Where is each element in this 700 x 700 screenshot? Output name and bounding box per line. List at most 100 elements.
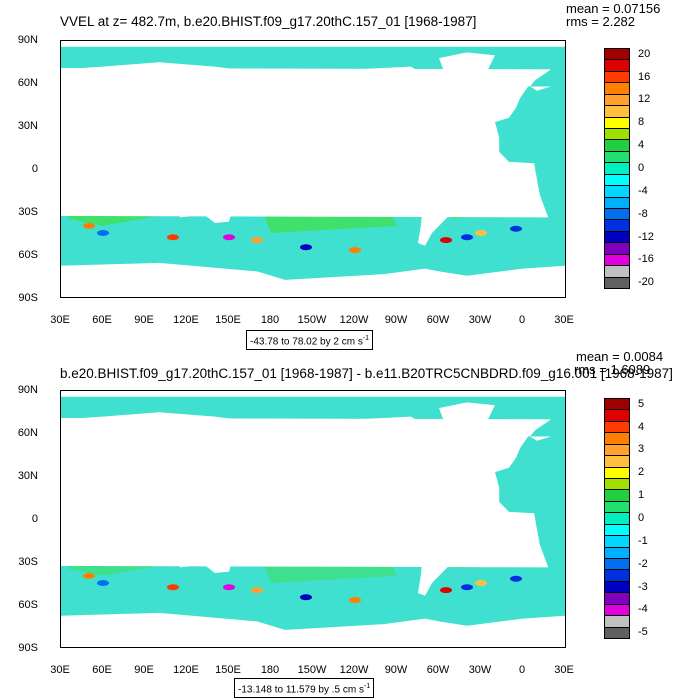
- lon-tick-label: 120E: [173, 664, 199, 676]
- colorbar-label: 3: [638, 443, 645, 456]
- contour-range-label: -13.148 to 11.579 by .5 cm s-1: [234, 678, 375, 699]
- colorbar-label: 20: [638, 47, 651, 60]
- lon-tick-label: 60W: [426, 314, 450, 326]
- field-anomaly: [97, 580, 109, 586]
- mean-stat: mean = 0.07156: [566, 1, 661, 16]
- land-mask: [439, 52, 495, 84]
- land-mask: [287, 66, 446, 158]
- range-unit-exponent: -1: [364, 683, 371, 690]
- land-mask: [408, 153, 474, 246]
- lat-tick-label: 30N: [17, 470, 38, 482]
- colorbar-label: 0: [638, 162, 645, 174]
- field-anomaly: [251, 237, 263, 244]
- colorbar-swatch: [604, 626, 630, 639]
- lon-tick-label: 30E: [50, 664, 70, 676]
- field-anomaly: [223, 234, 235, 241]
- field-anomaly: [300, 594, 312, 601]
- colorbar-label: -4: [638, 184, 648, 197]
- lat-tick-label: 0: [31, 163, 38, 175]
- lon-tick-label: 90W: [384, 664, 408, 676]
- colorbar-label: -12: [638, 230, 654, 243]
- lat-tick-label: 60N: [17, 427, 38, 439]
- colorbar-label: -2: [638, 557, 648, 570]
- lon-tick-label: 180: [260, 314, 280, 326]
- land-mask: [61, 41, 565, 47]
- field-anomaly: [475, 230, 487, 236]
- map-plot: [60, 390, 566, 648]
- field-anomaly: [440, 587, 452, 594]
- lon-tick-label: 60E: [92, 664, 112, 676]
- lon-tick-label: 150E: [215, 664, 241, 676]
- field-anomaly: [300, 244, 312, 251]
- land-mask: [61, 612, 565, 647]
- field-anomaly: [167, 584, 179, 591]
- panel-title: b.e20.BHIST.f09_g17.20thC.157_01 [1968-1…: [60, 366, 673, 381]
- lon-tick-label: 30E: [50, 314, 70, 326]
- land-mask: [61, 69, 551, 218]
- panel-title: VVEL at z= 482.7m, b.e20.BHIST.f09_g17.2…: [60, 14, 477, 29]
- field-anomaly: [349, 597, 361, 604]
- lat-tick-label: 60N: [17, 77, 38, 89]
- lon-tick-label: 30E: [554, 314, 574, 326]
- range-text: -13.148 to 11.579 by .5 cm s: [238, 684, 365, 696]
- lat-tick-label: 90N: [17, 34, 38, 46]
- field-anomaly: [475, 580, 487, 586]
- colorbar-label: -3: [638, 580, 648, 593]
- colorbar-label: -20: [638, 276, 654, 289]
- land-mask: [178, 184, 234, 223]
- colorbar-label: 2: [638, 466, 645, 479]
- lon-tick-label: 120E: [173, 314, 199, 326]
- colorbar-label: 12: [638, 93, 651, 106]
- colorbar-label: 16: [638, 70, 651, 83]
- lon-tick-label: 150W: [297, 314, 327, 326]
- field-anomaly: [440, 237, 452, 244]
- field-anomaly: [510, 225, 522, 232]
- colorbar: 20 16 12 8 4 0 -4 -8 -12 -16 -20: [604, 47, 664, 289]
- field-anomaly: [251, 587, 263, 594]
- land-mask: [61, 391, 565, 397]
- field-anomaly: [97, 230, 109, 236]
- lat-tick-label: 90S: [18, 292, 38, 304]
- colorbar-label: -1: [638, 534, 648, 547]
- lon-tick-label: 30W: [468, 314, 492, 326]
- lon-tick-label: 60E: [92, 314, 112, 326]
- lon-tick-label: 0: [518, 664, 526, 676]
- range-text: -43.78 to 78.02 by 2 cm s: [250, 336, 363, 348]
- colorbar: 5 4 3 2 1 0 -1 -2 -3 -4 -5: [604, 397, 664, 639]
- lon-tick-label: 120W: [339, 314, 369, 326]
- ocean-field-map: [61, 391, 565, 647]
- lon-tick-label: 180: [260, 664, 280, 676]
- colorbar-label: 4: [638, 420, 645, 433]
- lat-tick-label: 30N: [17, 120, 38, 132]
- field-anomaly: [223, 584, 235, 591]
- field-anomaly: [167, 234, 179, 241]
- lat-tick-label: 90S: [18, 642, 38, 654]
- lon-tick-label: 0: [518, 314, 526, 326]
- colorbar-label: 4: [638, 139, 645, 152]
- land-mask: [287, 416, 446, 508]
- colorbar-swatch: [604, 276, 630, 289]
- lat-tick-label: 0: [31, 513, 38, 525]
- field-anomaly: [83, 222, 95, 229]
- lat-tick-label: 60S: [18, 249, 38, 261]
- colorbar-label: -4: [638, 603, 648, 616]
- contour-range-label: -43.78 to 78.02 by 2 cm s-1: [246, 330, 374, 351]
- rms-stat: rms = 1.6089: [574, 362, 651, 377]
- lon-tick-label: 120W: [339, 664, 369, 676]
- mean-stat: mean = 0.0084: [576, 349, 664, 364]
- lon-tick-label: 150E: [215, 314, 241, 326]
- ocean-field-map: [61, 41, 565, 297]
- field-anomaly: [510, 575, 522, 582]
- colorbar-label: -5: [638, 626, 648, 639]
- colorbar-label: 5: [638, 397, 645, 410]
- lat-tick-label: 30S: [18, 206, 38, 218]
- field-anomaly: [461, 234, 473, 241]
- field-anomaly: [461, 584, 473, 591]
- colorbar-label: 1: [638, 489, 645, 502]
- land-mask: [61, 419, 551, 568]
- map-plot: [60, 40, 566, 298]
- land-mask: [439, 402, 495, 434]
- lon-tick-label: 30E: [554, 664, 574, 676]
- lon-tick-label: 90E: [134, 664, 154, 676]
- lat-tick-label: 60S: [18, 599, 38, 611]
